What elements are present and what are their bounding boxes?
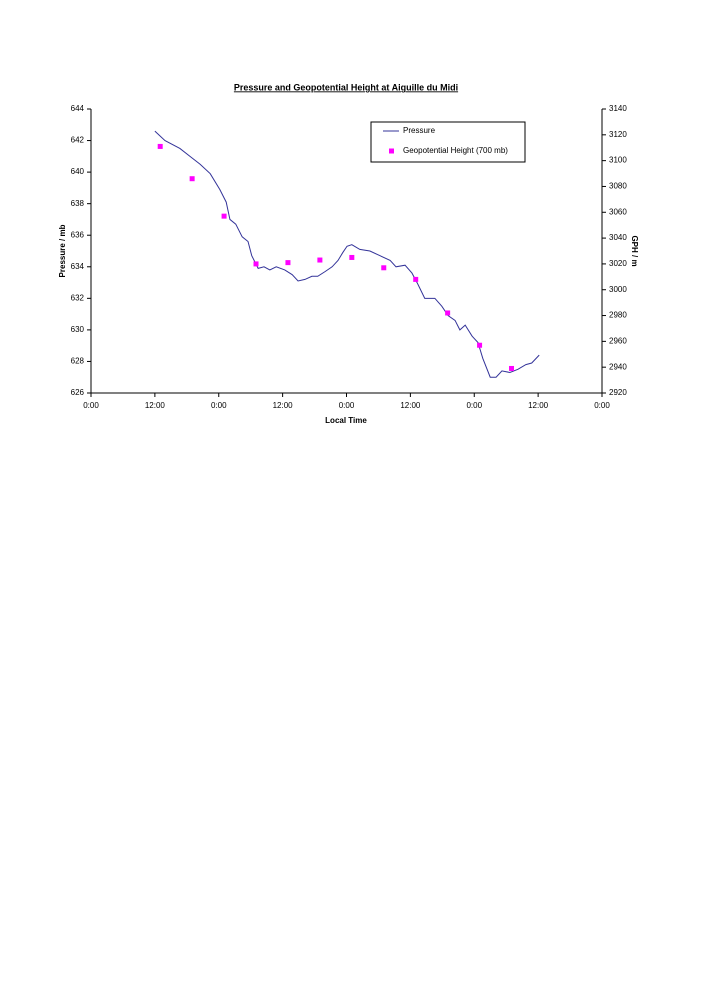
y-tick-label: 638 (71, 199, 85, 208)
x-tick-label: 0:00 (211, 401, 227, 410)
legend-label: Pressure (403, 126, 436, 135)
y2-tick-label: 2940 (609, 362, 627, 371)
legend-marker (389, 148, 394, 154)
y2-tick-label: 3060 (609, 207, 627, 216)
gph-point (317, 257, 323, 263)
gph-point (221, 213, 227, 219)
y-tick-label: 626 (71, 388, 85, 397)
y2-axis-title: GPH / m (630, 235, 639, 266)
x-tick-label: 12:00 (400, 401, 421, 410)
x-axis-title: Local Time (325, 416, 367, 425)
y2-tick-label: 3100 (609, 156, 627, 165)
y-tick-label: 644 (71, 104, 85, 113)
x-tick-label: 12:00 (528, 401, 549, 410)
x-tick-label: 0:00 (339, 401, 355, 410)
x-tick-label: 0:00 (466, 401, 482, 410)
chart-title: Pressure and Geopotential Height at Aigu… (234, 82, 458, 92)
y-tick-label: 630 (71, 325, 85, 334)
gph-point (349, 254, 355, 260)
y-tick-label: 628 (71, 357, 85, 366)
gph-point (157, 143, 163, 149)
y-axis-title: Pressure / mb (58, 224, 67, 277)
y-tick-label: 632 (71, 293, 85, 302)
y2-tick-label: 3120 (609, 130, 627, 139)
y2-tick-label: 2920 (609, 388, 627, 397)
gph-point (413, 276, 419, 282)
gph-point (285, 260, 291, 266)
y-tick-label: 634 (71, 262, 85, 271)
pressure-line (154, 130, 540, 378)
x-tick-label: 0:00 (594, 401, 610, 410)
y-tick-label: 642 (71, 136, 85, 145)
legend-label: Geopotential Height (700 mb) (403, 146, 508, 155)
x-tick-label: 12:00 (273, 401, 294, 410)
y2-tick-label: 3020 (609, 259, 627, 268)
y2-tick-label: 2980 (609, 311, 627, 320)
y2-tick-label: 3080 (609, 182, 627, 191)
y-tick-label: 636 (71, 230, 85, 239)
y-tick-label: 640 (71, 167, 85, 176)
y2-tick-label: 3040 (609, 233, 627, 242)
gph-point (445, 310, 451, 316)
gph-point (509, 365, 515, 371)
gph-point (189, 176, 195, 182)
y2-tick-label: 2960 (609, 336, 627, 345)
gph-point (253, 261, 259, 267)
y2-tick-label: 3140 (609, 104, 627, 113)
y2-tick-label: 3000 (609, 285, 627, 294)
x-tick-label: 12:00 (145, 401, 166, 410)
x-tick-label: 0:00 (83, 401, 99, 410)
gph-point (381, 265, 387, 271)
legend-box (370, 121, 526, 163)
gph-point (477, 342, 483, 348)
